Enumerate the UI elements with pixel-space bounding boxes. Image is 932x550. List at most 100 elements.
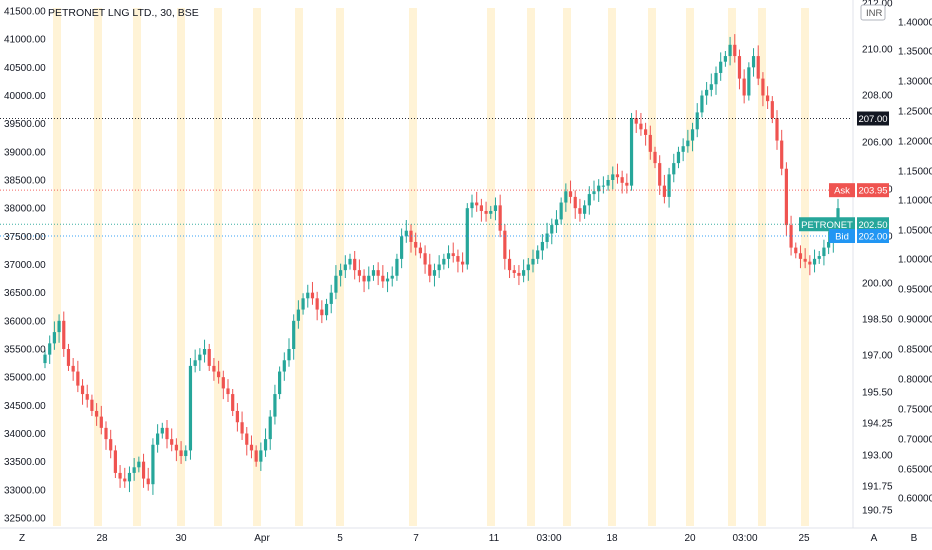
candle[interactable] bbox=[43, 349, 47, 369]
candle[interactable] bbox=[137, 456, 141, 473]
candle[interactable] bbox=[66, 343, 71, 371]
candle[interactable] bbox=[339, 263, 343, 287]
candle[interactable] bbox=[658, 155, 662, 195]
candle[interactable] bbox=[611, 166, 615, 190]
candle[interactable] bbox=[723, 50, 727, 67]
candle[interactable] bbox=[629, 112, 634, 191]
candle[interactable] bbox=[686, 129, 690, 153]
candle[interactable] bbox=[371, 265, 376, 281]
candle[interactable] bbox=[789, 215, 793, 256]
candle[interactable] bbox=[348, 253, 352, 270]
candle[interactable] bbox=[634, 110, 638, 133]
candle[interactable] bbox=[489, 205, 493, 219]
candle[interactable] bbox=[564, 183, 568, 212]
candle[interactable] bbox=[231, 388, 235, 417]
candle[interactable] bbox=[536, 245, 540, 264]
candle[interactable] bbox=[414, 232, 418, 256]
candle[interactable] bbox=[812, 249, 817, 273]
candle[interactable] bbox=[99, 405, 103, 435]
candle[interactable] bbox=[700, 90, 704, 118]
candle[interactable] bbox=[512, 265, 516, 279]
candle[interactable] bbox=[756, 45, 760, 86]
candle[interactable] bbox=[263, 428, 268, 457]
candle[interactable] bbox=[761, 72, 765, 107]
candle[interactable] bbox=[475, 191, 479, 212]
candle[interactable] bbox=[507, 249, 512, 279]
candle[interactable] bbox=[827, 231, 831, 255]
candle[interactable] bbox=[132, 458, 136, 481]
candle[interactable] bbox=[357, 259, 361, 283]
candle[interactable] bbox=[639, 112, 643, 136]
candle[interactable] bbox=[648, 125, 652, 160]
candle[interactable] bbox=[48, 335, 52, 364]
candle[interactable] bbox=[751, 48, 756, 77]
candle[interactable] bbox=[606, 174, 610, 191]
candle[interactable] bbox=[334, 265, 338, 300]
candle[interactable] bbox=[493, 197, 498, 221]
candle[interactable] bbox=[90, 394, 94, 417]
candle[interactable] bbox=[240, 411, 244, 440]
candle[interactable] bbox=[817, 250, 821, 264]
candle[interactable] bbox=[71, 358, 75, 381]
candle[interactable] bbox=[52, 321, 56, 350]
percent-scale-button[interactable]: B bbox=[911, 533, 918, 544]
currency-badge[interactable] bbox=[860, 4, 886, 21]
candle[interactable] bbox=[465, 203, 469, 270]
candle[interactable] bbox=[597, 179, 601, 202]
candle[interactable] bbox=[587, 186, 591, 215]
candle[interactable] bbox=[282, 352, 286, 381]
candle[interactable] bbox=[583, 200, 587, 219]
candle[interactable] bbox=[681, 138, 685, 162]
candle[interactable] bbox=[95, 403, 99, 426]
candle[interactable] bbox=[254, 445, 258, 467]
candle[interactable] bbox=[705, 81, 709, 105]
candle[interactable] bbox=[151, 438, 155, 495]
candle[interactable] bbox=[165, 419, 169, 449]
candle[interactable] bbox=[714, 66, 718, 95]
candle[interactable] bbox=[273, 384, 277, 425]
candle[interactable] bbox=[310, 281, 315, 305]
candle[interactable] bbox=[531, 249, 535, 273]
candle[interactable] bbox=[653, 146, 657, 169]
candle[interactable] bbox=[822, 239, 826, 266]
candle[interactable] bbox=[728, 36, 732, 66]
candle[interactable] bbox=[57, 314, 61, 343]
candle[interactable] bbox=[550, 218, 554, 245]
candle[interactable] bbox=[428, 253, 432, 283]
candle[interactable] bbox=[207, 343, 211, 371]
candle[interactable] bbox=[113, 445, 117, 479]
candle[interactable] bbox=[259, 442, 263, 471]
candle[interactable] bbox=[170, 428, 174, 452]
candle[interactable] bbox=[249, 435, 254, 459]
candle[interactable] bbox=[770, 96, 774, 124]
candle[interactable] bbox=[76, 360, 80, 393]
candle[interactable] bbox=[437, 255, 441, 279]
candle[interactable] bbox=[188, 358, 193, 460]
candle[interactable] bbox=[324, 298, 329, 321]
candle[interactable] bbox=[198, 348, 202, 371]
candle[interactable] bbox=[733, 34, 737, 63]
candle[interactable] bbox=[221, 370, 225, 400]
candle[interactable] bbox=[268, 410, 272, 450]
candle[interactable] bbox=[174, 438, 178, 462]
candle[interactable] bbox=[747, 62, 751, 101]
candle[interactable] bbox=[329, 284, 333, 314]
candle[interactable] bbox=[301, 293, 305, 315]
candle[interactable] bbox=[737, 49, 742, 90]
candle[interactable] bbox=[146, 467, 150, 491]
candle[interactable] bbox=[554, 210, 559, 233]
candle[interactable] bbox=[798, 245, 803, 269]
candle[interactable] bbox=[193, 349, 197, 373]
candle[interactable] bbox=[104, 421, 108, 450]
candle[interactable] bbox=[484, 201, 488, 222]
candle[interactable] bbox=[245, 427, 249, 456]
candle[interactable] bbox=[202, 339, 207, 363]
candle[interactable] bbox=[559, 197, 563, 225]
candle[interactable] bbox=[568, 180, 573, 204]
candle[interactable] bbox=[184, 445, 188, 462]
candle[interactable] bbox=[80, 379, 85, 405]
candle[interactable] bbox=[742, 69, 746, 104]
candle[interactable] bbox=[400, 228, 404, 269]
candle[interactable] bbox=[367, 266, 371, 290]
